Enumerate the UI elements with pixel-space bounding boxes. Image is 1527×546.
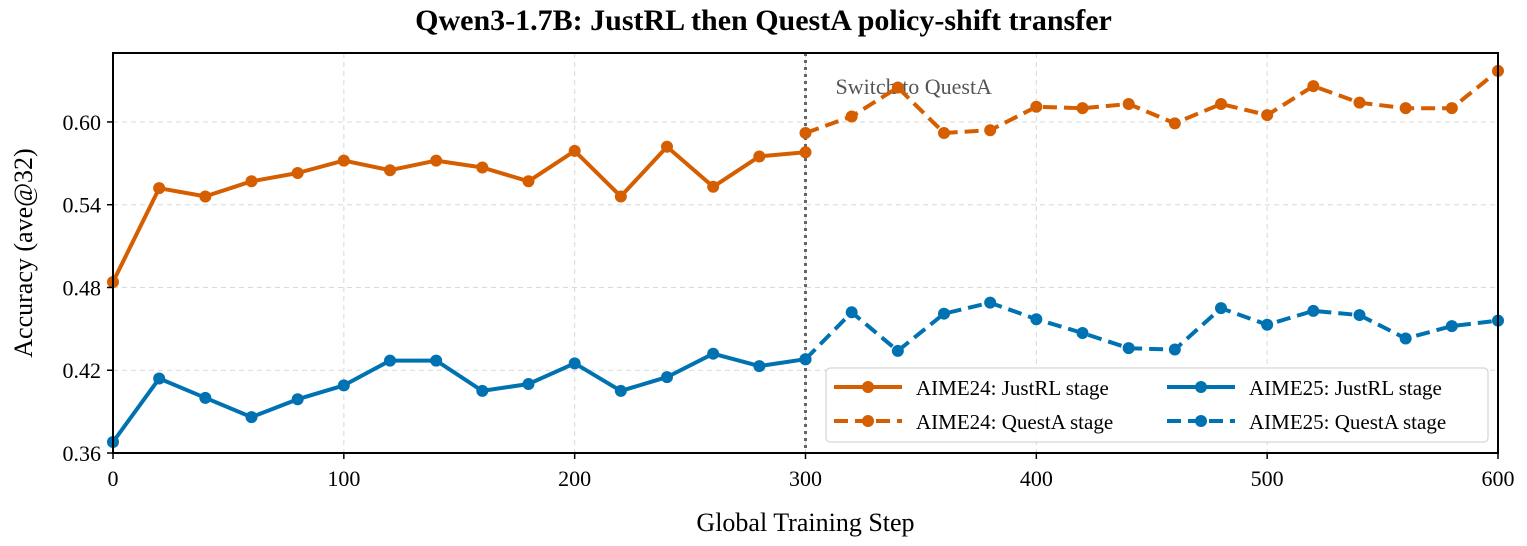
data-point <box>430 154 443 167</box>
data-point <box>1168 117 1181 130</box>
data-point <box>1399 332 1412 345</box>
legend-marker-3 <box>1195 415 1207 427</box>
data-point <box>753 150 766 163</box>
legend-label-3: AIME25: QuestA stage <box>1249 410 1446 434</box>
legend-marker-0 <box>862 381 874 393</box>
data-point <box>707 347 720 360</box>
data-point <box>1445 320 1458 333</box>
data-point <box>568 144 581 157</box>
chart-title: Qwen3-1.7B: JustRL then QuestA policy-sh… <box>415 4 1112 37</box>
data-point <box>522 378 535 391</box>
data-point <box>291 167 304 179</box>
legend-marker-1 <box>862 415 874 427</box>
data-point <box>291 393 304 406</box>
data-point <box>1445 102 1458 115</box>
data-point <box>430 354 443 367</box>
data-point <box>153 182 166 195</box>
data-point <box>1261 318 1274 331</box>
data-point <box>245 175 258 188</box>
data-point <box>199 391 212 404</box>
data-point <box>1353 309 1366 322</box>
data-point <box>476 161 489 174</box>
data-point <box>337 379 350 392</box>
data-point <box>1353 96 1366 109</box>
data-point <box>938 307 950 320</box>
legend-label-2: AIME25: JustRL stage <box>1249 376 1442 400</box>
series-line-2 <box>111 351 806 444</box>
y-tick-label: 0.42 <box>63 358 102 383</box>
data-point <box>799 353 812 366</box>
data-point <box>984 124 997 137</box>
data-point <box>753 360 766 373</box>
data-point <box>384 354 396 367</box>
switch-annotation: Switch to QuestA <box>836 74 993 99</box>
data-point <box>1399 102 1412 115</box>
data-point <box>984 296 997 309</box>
data-point <box>707 180 720 193</box>
data-point <box>1168 343 1181 356</box>
legend-box <box>825 367 1489 443</box>
x-tick-label: 300 <box>789 466 822 491</box>
data-point <box>153 372 166 385</box>
data-point <box>891 81 904 94</box>
data-point <box>1215 302 1227 315</box>
x-axis-label: Global Training Step <box>696 508 914 537</box>
data-point <box>384 164 396 177</box>
series-line-3 <box>804 300 1499 361</box>
data-point <box>1215 98 1227 111</box>
y-axis-label: Accuracy (ave@32) <box>9 148 38 357</box>
data-point <box>614 190 627 203</box>
data-point <box>1030 313 1043 326</box>
y-tick-label: 0.54 <box>63 193 102 218</box>
x-tick-label: 400 <box>1020 466 1053 491</box>
x-tick-label: 500 <box>1251 466 1284 491</box>
data-point <box>938 127 950 139</box>
data-point <box>614 384 627 397</box>
y-tick-label: 0.48 <box>63 275 102 300</box>
y-tick-label: 0.36 <box>63 441 102 466</box>
data-point <box>799 146 812 159</box>
legend-label-1: AIME24: QuestA stage <box>916 410 1113 434</box>
series-line-1 <box>804 69 1500 135</box>
data-point <box>891 344 904 357</box>
data-point <box>1076 102 1089 115</box>
data-point <box>845 306 858 319</box>
data-point <box>476 384 489 397</box>
data-point <box>661 371 673 384</box>
data-point <box>1122 98 1135 111</box>
data-point <box>1076 327 1089 339</box>
data-point <box>799 127 812 139</box>
legend-marker-2 <box>1195 381 1207 393</box>
data-point <box>245 411 258 424</box>
data-point <box>337 154 350 167</box>
legend-label-0: AIME24: JustRL stage <box>916 376 1109 400</box>
x-tick-label: 0 <box>108 466 119 491</box>
data-point <box>1122 342 1135 355</box>
data-point <box>1307 304 1320 317</box>
y-tick-label: 0.60 <box>63 110 102 135</box>
x-tick-label: 100 <box>327 466 360 491</box>
data-point <box>845 110 858 123</box>
series-line-0 <box>111 144 806 283</box>
x-tick-label: 200 <box>558 466 591 491</box>
data-point <box>199 190 212 203</box>
x-tick-label: 600 <box>1482 466 1515 491</box>
data-point <box>1307 80 1320 93</box>
data-point <box>522 175 535 188</box>
data-point <box>1261 109 1274 122</box>
data-point <box>568 357 581 370</box>
data-point <box>1030 100 1043 113</box>
data-point <box>661 140 673 153</box>
